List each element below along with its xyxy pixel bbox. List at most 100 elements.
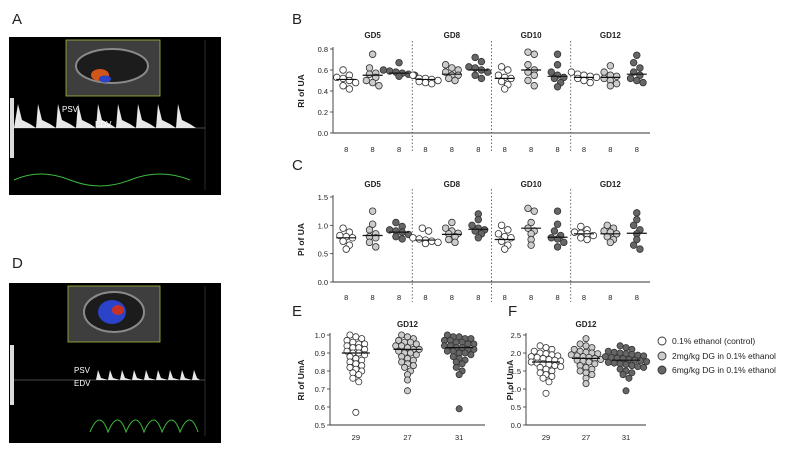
data-point <box>592 73 601 82</box>
grayscale-bar <box>10 345 14 405</box>
group-title: GD8 <box>444 180 461 189</box>
legend-marker <box>657 365 667 375</box>
data-point <box>342 245 350 253</box>
data-point <box>392 218 400 227</box>
legend-label: 0.1% ethanol (control) <box>672 336 755 346</box>
x-tick-label: 8 <box>423 145 427 154</box>
x-tick-label: 27 <box>582 433 590 442</box>
data-point <box>434 76 442 85</box>
legend: 0.1% ethanol (control) 2mg/kg DG in 0.1%… <box>657 336 776 375</box>
data-point <box>415 235 423 243</box>
data-point <box>458 360 466 368</box>
data-point <box>494 230 503 238</box>
data-point <box>612 79 621 88</box>
data-point <box>643 358 651 366</box>
ecg-trace <box>13 173 191 187</box>
y-axis-label: RI of UA <box>296 74 306 108</box>
y-tick-label: 1.0 <box>511 385 521 394</box>
data-point <box>583 235 591 244</box>
panel-letter-f: F <box>508 303 517 320</box>
x-tick-label: 31 <box>455 433 463 442</box>
data-point <box>409 234 417 242</box>
data-point <box>345 85 354 93</box>
data-point <box>494 71 503 79</box>
data-point <box>616 342 624 350</box>
data-point <box>625 374 633 382</box>
chart-ri-uma: 0.5 0.6 0.7 0.8 0.9 1.0 RI of UmA GD12 29 27 31 <box>296 320 485 442</box>
data-point <box>441 61 450 69</box>
data-point <box>365 64 374 72</box>
data-point <box>451 76 459 85</box>
data-point <box>365 70 374 78</box>
data-point <box>545 378 553 386</box>
data-point <box>455 371 463 379</box>
panel-letter-a: A <box>12 11 22 28</box>
y-tick-label: 0.0 <box>318 278 328 287</box>
group-title: GD5 <box>364 180 381 189</box>
doppler-color-flow <box>99 75 111 83</box>
data-point <box>372 243 380 251</box>
data-point <box>412 351 420 359</box>
data-point <box>612 72 621 80</box>
data-point <box>553 50 562 58</box>
data-point <box>368 78 377 87</box>
chart-pi-uma: 0.0 0.5 1.0 1.5 2.0 2.5 PI of UmA GD12 29 27 31 <box>505 320 651 442</box>
y-tick-label: 1.0 <box>318 221 328 230</box>
data-point <box>362 76 371 85</box>
data-point <box>536 342 544 350</box>
data-point <box>351 78 360 87</box>
data-point <box>582 335 590 343</box>
y-tick-label: 0.5 <box>511 403 521 412</box>
data-point <box>524 76 532 85</box>
y-tick-label: 0.9 <box>315 349 325 358</box>
data-point <box>629 221 638 230</box>
x-tick-label: 8 <box>371 293 375 302</box>
data-point <box>626 74 635 83</box>
chart-pi-ua: 0.0 0.5 1.0 1.5 PI of UA GD5 GD8 GD10 GD12 8 8 8 8 8 8… <box>296 180 650 302</box>
data-point <box>421 239 430 248</box>
x-tick-label: 8 <box>555 145 559 154</box>
data-point <box>600 74 608 83</box>
data-point <box>421 78 430 87</box>
x-tick-label: 8 <box>423 293 427 302</box>
doppler-spectral-waveform <box>14 104 196 128</box>
data-point <box>547 68 555 76</box>
ultrasound-image-d: PSV EDV <box>9 283 221 443</box>
x-tick-label: 8 <box>582 145 586 154</box>
data-point <box>497 237 506 245</box>
data-point <box>418 224 427 232</box>
data-point <box>567 351 575 359</box>
data-point <box>639 78 647 87</box>
data-point <box>589 231 598 240</box>
data-point <box>633 76 641 85</box>
data-point <box>606 82 615 90</box>
x-tick-label: 8 <box>476 145 480 154</box>
x-tick-label: 31 <box>622 433 630 442</box>
data-point <box>553 207 562 215</box>
data-point <box>557 363 565 371</box>
data-point <box>582 380 590 388</box>
data-point <box>477 57 486 66</box>
data-point <box>474 234 482 242</box>
data-point <box>576 367 584 375</box>
x-tick-label: 27 <box>403 433 411 442</box>
data-point <box>542 344 550 352</box>
data-point <box>403 376 411 384</box>
data-point <box>455 405 463 413</box>
data-point <box>339 224 347 232</box>
y-tick-label: 0.0 <box>511 421 521 430</box>
y-tick-label: 1.5 <box>318 193 328 202</box>
data-point <box>530 50 538 58</box>
data-point <box>504 66 512 74</box>
data-point <box>633 235 641 244</box>
data-point <box>633 51 641 59</box>
data-point <box>365 226 374 234</box>
x-tick-label: 8 <box>529 293 533 302</box>
data-point <box>409 71 417 79</box>
data-point <box>586 72 594 80</box>
data-point <box>557 357 565 365</box>
y-tick-label: 0.5 <box>318 250 328 259</box>
data-point <box>530 71 538 79</box>
data-point <box>352 408 360 416</box>
